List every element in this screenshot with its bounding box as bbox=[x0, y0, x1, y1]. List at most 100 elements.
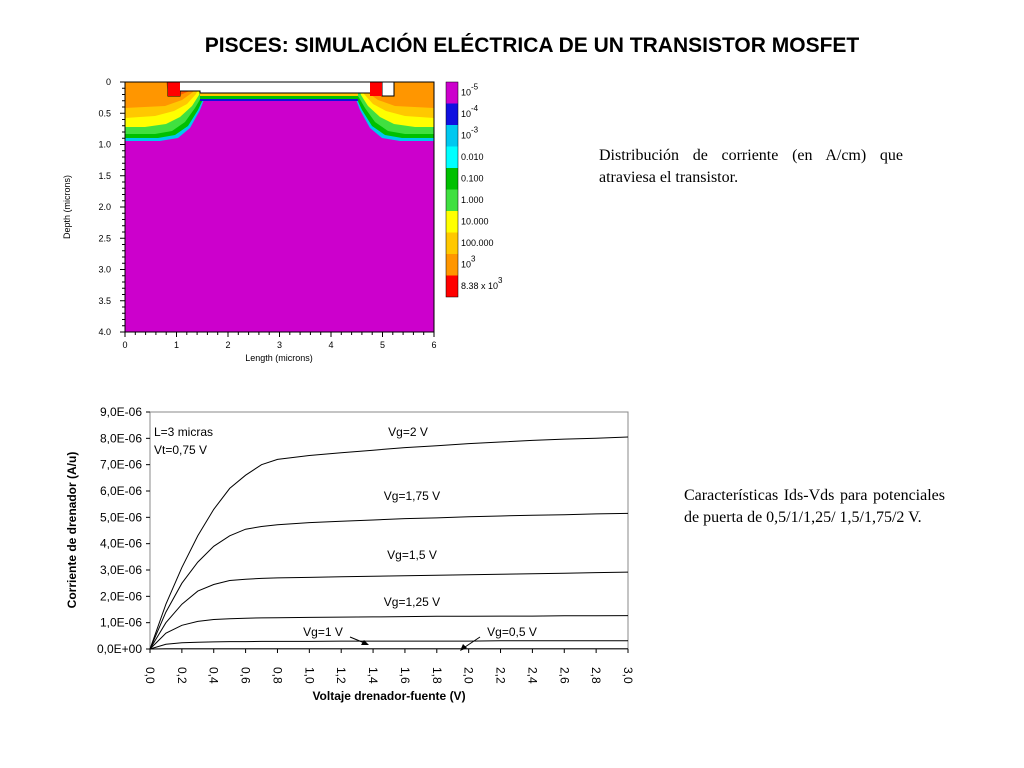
heatmap-x-tick-label: 0 bbox=[122, 340, 127, 350]
colorbar-label-exponent: 3 bbox=[498, 276, 503, 285]
current-density-map: 0 1 2 3 4 5 6 0 0.5 1.0 1.5 2.0 2.5 3.0 3.5 4.0 Length… bbox=[62, 77, 437, 363]
iv-series-labels: Vg=2 V Vg=1,75 V Vg=1,5 V Vg=1,25 V Vg=1 V Vg… bbox=[303, 425, 537, 639]
heatmap-x-tick-label: 4 bbox=[328, 340, 333, 350]
iv-chart: 0,0E+00 1,0E-06 2,0E-06 3,0E-06 4,0E-06 5,0E-… bbox=[65, 405, 635, 703]
colorbar-label-exponent: -5 bbox=[471, 82, 479, 91]
colorbar-label: 10.000 bbox=[461, 216, 489, 226]
iv-x-tick-label: 0,2 bbox=[175, 667, 189, 684]
iv-series-label: Vg=0,5 V bbox=[487, 625, 537, 639]
heatmap-x-ticks: 0 1 2 3 4 5 6 bbox=[122, 332, 437, 350]
colorbar-swatch bbox=[446, 232, 458, 254]
iv-y-ticks: 0,0E+00 1,0E-06 2,0E-06 3,0E-06 4,0E-06 5,0E-… bbox=[97, 405, 150, 656]
heatmap-x-tick-label: 5 bbox=[380, 340, 385, 350]
iv-x-tick-label: 1,0 bbox=[302, 667, 316, 684]
colorbar-label-exponent: -4 bbox=[471, 104, 479, 113]
iv-x-tick-label: 2,0 bbox=[462, 667, 476, 684]
heatmap-y-tick-label: 0 bbox=[106, 77, 111, 87]
iv-x-axis-label: Voltaje drenador-fuente (V) bbox=[312, 689, 465, 703]
colorbar-label-exponent: -3 bbox=[471, 125, 479, 134]
iv-x-tick-label: 2,8 bbox=[589, 667, 603, 684]
iv-series-label: Vg=1,75 V bbox=[384, 489, 440, 503]
iv-y-tick-label: 7,0E-06 bbox=[100, 458, 142, 472]
iv-y-tick-label: 9,0E-06 bbox=[100, 405, 142, 419]
colorbar-swatch bbox=[446, 254, 458, 276]
colorbar-swatch bbox=[446, 189, 458, 211]
iv-y-tick-label: 4,0E-06 bbox=[100, 537, 142, 551]
heatmap-y-tick-label: 2.0 bbox=[98, 202, 111, 212]
iv-annotation-vt: Vt=0,75 V bbox=[154, 443, 207, 457]
heatmap-y-ticks: 0 0.5 1.0 1.5 2.0 2.5 3.0 3.5 4.0 bbox=[98, 77, 125, 337]
current-distribution-caption: Distribución de corriente (en A/cm) que … bbox=[599, 147, 903, 186]
iv-y-tick-label: 1,0E-06 bbox=[100, 616, 142, 630]
iv-annotation-length: L=3 micras bbox=[154, 425, 213, 439]
iv-y-tick-label: 2,0E-06 bbox=[100, 589, 142, 603]
colorbar-label: 10-4 bbox=[461, 104, 479, 119]
drain-contact-red bbox=[370, 82, 382, 96]
colorbar-swatch bbox=[446, 82, 458, 104]
colorbar-label: 100.000 bbox=[461, 238, 494, 248]
colorbar-label: 1.000 bbox=[461, 195, 484, 205]
colorbar: 10-5 10-4 10-3 0.010 0.100 1.000 10.000 100.000… bbox=[445, 81, 503, 298]
iv-y-tick-label: 5,0E-06 bbox=[100, 510, 142, 524]
colorbar-swatch bbox=[446, 103, 458, 125]
vg05-arrow-head bbox=[460, 644, 467, 651]
heatmap-x-axis-label: Length (microns) bbox=[245, 353, 313, 363]
iv-x-tick-label: 2,4 bbox=[525, 667, 539, 684]
heatmap-y-tick-label: 3.5 bbox=[98, 296, 111, 306]
iv-series-label: Vg=2 V bbox=[388, 425, 428, 439]
colorbar-swatch bbox=[446, 146, 458, 168]
iv-series-line bbox=[149, 615, 629, 650]
colorbar-label-exponent: 3 bbox=[471, 254, 476, 263]
drain-contact bbox=[381, 81, 395, 97]
iv-x-ticks: 0,0 0,2 0,4 0,6 0,8 1,0 1,2 1,4 1,6 1,8 2,0 2,2 2,4 2… bbox=[143, 649, 635, 684]
heatmap-y-tick-label: 2.5 bbox=[98, 233, 111, 243]
colorbar-label: 8.38 x 103 bbox=[461, 276, 503, 291]
vg1-arrow-head bbox=[361, 640, 369, 645]
iv-series-line bbox=[149, 512, 629, 650]
channel-green bbox=[200, 96, 358, 99]
heatmap-y-axis-label: Depth (microns) bbox=[62, 175, 72, 239]
iv-series-label: Vg=1,25 V bbox=[384, 595, 440, 609]
iv-plot-area bbox=[149, 411, 629, 650]
heatmap-y-tick-label: 4.0 bbox=[98, 327, 111, 337]
colorbar-frame bbox=[445, 81, 459, 298]
iv-series-line bbox=[149, 640, 628, 650]
colorbar-label: 103 bbox=[461, 254, 476, 269]
heatmap-x-tick-label: 1 bbox=[174, 340, 179, 350]
iv-y-tick-label: 8,0E-06 bbox=[100, 431, 142, 445]
iv-x-tick-label: 0,6 bbox=[239, 667, 253, 684]
colorbar-label: 10-5 bbox=[461, 82, 479, 97]
iv-y-tick-label: 6,0E-06 bbox=[100, 484, 142, 498]
iv-y-tick-label: 0,0E+00 bbox=[97, 642, 142, 656]
heatmap-y-tick-label: 0.5 bbox=[98, 108, 111, 118]
iv-series-label: Vg=1 V bbox=[303, 625, 343, 639]
colorbar-swatch bbox=[446, 125, 458, 147]
iv-x-tick-label: 0,8 bbox=[270, 667, 284, 684]
iv-x-tick-label: 2,2 bbox=[494, 667, 508, 684]
iv-x-tick-label: 3,0 bbox=[621, 667, 635, 684]
iv-x-tick-label: 1,2 bbox=[334, 667, 348, 684]
iv-x-tick-label: 1,4 bbox=[366, 667, 380, 684]
iv-series-line bbox=[149, 571, 629, 650]
heatmap-x-tick-label: 6 bbox=[431, 340, 436, 350]
channel-gold bbox=[200, 92, 358, 96]
slide-title: PISCES: SIMULACIÓN ELÉCTRICA DE UN TRANS… bbox=[204, 34, 860, 57]
colorbar-swatch bbox=[446, 168, 458, 190]
iv-x-tick-label: 2,6 bbox=[557, 667, 571, 684]
heatmap-x-tick-label: 3 bbox=[277, 340, 282, 350]
colorbar-swatch bbox=[446, 275, 458, 297]
colorbar-label: 10-3 bbox=[461, 125, 479, 140]
colorbar-label: 0.010 bbox=[461, 152, 484, 162]
heatmap-y-tick-label: 1.0 bbox=[98, 140, 111, 150]
source-contact-red bbox=[168, 82, 180, 96]
heatmap-y-tick-label: 3.0 bbox=[98, 265, 111, 275]
iv-x-tick-label: 1,8 bbox=[430, 667, 444, 684]
channel-blue bbox=[200, 99, 358, 101]
iv-y-axis-label: Corriente de drenador (A/u) bbox=[65, 452, 79, 609]
iv-characteristics-caption: Características Ids-Vds para potenciales… bbox=[684, 487, 945, 526]
iv-x-tick-label: 1,6 bbox=[398, 667, 412, 684]
colorbar-label: 0.100 bbox=[461, 173, 484, 183]
iv-x-tick-label: 0,4 bbox=[207, 667, 221, 684]
iv-x-tick-label: 0,0 bbox=[143, 667, 157, 684]
